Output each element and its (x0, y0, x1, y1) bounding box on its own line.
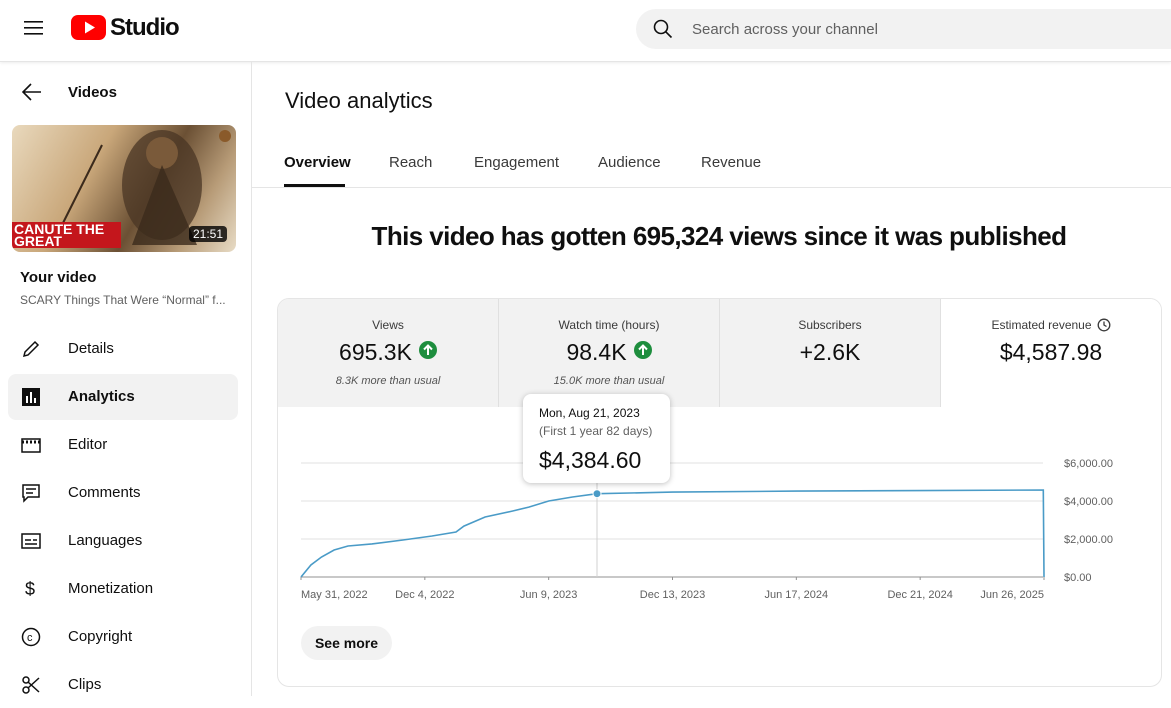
metric-tile[interactable]: Views 695.3K 8.3K more than usual (278, 299, 499, 407)
metric-tile[interactable]: Subscribers +2.6K (720, 299, 941, 407)
tab[interactable]: Audience (598, 154, 661, 171)
nav-item[interactable]: Clips (8, 662, 238, 708)
trend-up-icon (418, 341, 437, 359)
x-tick-label: Dec 21, 2024 (887, 589, 952, 601)
metric-label: Views (278, 318, 498, 332)
nav-icon (22, 388, 40, 406)
metric-value: 98.4K (499, 339, 719, 366)
nav-item[interactable]: Comments (8, 470, 238, 516)
metric-tile[interactable]: Watch time (hours) 98.4K 15.0K more than u… (499, 299, 720, 407)
nav-label: Copyright (68, 628, 133, 645)
nav-item[interactable]: Details (8, 326, 238, 372)
metric-label: Subscribers (720, 318, 940, 332)
nav-icon (22, 676, 40, 694)
search-icon (653, 19, 673, 39)
svg-text:$: $ (25, 579, 35, 599)
top-bar: Studio Search across your channel (0, 0, 1171, 62)
thumbnail-text: CANUTE THE GREAT (12, 222, 121, 248)
headline: This video has gotten 695,324 views sinc… (371, 221, 1067, 251)
tab[interactable]: Overview (284, 154, 351, 171)
video-title: SCARY Things That Were “Normal” f... (20, 293, 226, 307)
info-icon (1097, 318, 1110, 332)
metric-note: 15.0K more than usual (553, 375, 665, 387)
nav-item[interactable]: $ Monetization (8, 566, 238, 612)
video-thumbnail[interactable]: CANUTE THE GREAT 21:51 (12, 125, 236, 252)
tab-divider (252, 187, 1171, 188)
nav-label: Monetization (68, 580, 154, 597)
metric-value-text: 695.3K (339, 339, 412, 365)
nav-label: Languages (68, 532, 143, 549)
metric-note: 8.3K more than usual (335, 375, 441, 387)
nav-item[interactable]: Analytics (8, 374, 238, 420)
y-tick-label: $0.00 (1064, 572, 1092, 584)
metric-label-text: Estimated revenue (991, 318, 1092, 332)
hover-point (592, 489, 602, 499)
tab[interactable]: Revenue (701, 154, 762, 171)
video-duration: 21:51 (189, 226, 228, 242)
nav-icon (21, 438, 41, 453)
logo-text[interactable]: Studio (110, 14, 180, 41)
metric-value-text: $4,587.98 (999, 339, 1103, 365)
search-placeholder: Search across your channel (692, 21, 878, 38)
nav-icon (22, 484, 40, 503)
svg-text:c: c (27, 632, 33, 644)
x-tick-label: Dec 4, 2022 (395, 589, 454, 601)
metric-label-text: Subscribers (798, 318, 862, 332)
nav-label: Comments (68, 484, 141, 501)
revenue-line (300, 489, 1045, 578)
y-tick-label: $4,000.00 (1064, 496, 1113, 508)
tab-underline (284, 184, 345, 187)
x-tick-label: Jun 26, 2025 (980, 589, 1044, 601)
tooltip-note: (First 1 year 82 days) (539, 424, 653, 438)
metrics-card: Views 695.3K 8.3K more than usual Watch tim… (277, 298, 1162, 687)
page-title: Video analytics (285, 88, 433, 113)
chart-tooltip: Mon, Aug 21, 2023 (First 1 year 82 days)… (523, 394, 670, 483)
metric-tile[interactable]: Estimated revenue $4,587.98 (941, 299, 1161, 407)
nav-icon (21, 533, 41, 549)
metric-value-text: +2.6K (799, 339, 861, 365)
x-tick-label: Dec 13, 2023 (640, 589, 705, 601)
x-tick-label: May 31, 2022 (301, 589, 368, 601)
trend-up-icon (633, 341, 652, 359)
tooltip-date: Mon, Aug 21, 2023 (539, 406, 640, 420)
nav-label: Analytics (68, 388, 135, 405)
nav-icon (22, 340, 40, 358)
nav-label: Details (68, 340, 114, 357)
metric-label-text: Views (372, 318, 404, 332)
metric-value: $4,587.98 (941, 339, 1161, 366)
x-tick-label: Jun 9, 2023 (520, 589, 578, 601)
see-more-button[interactable]: See more (301, 626, 392, 660)
nav-label: Clips (68, 676, 102, 693)
nav-item[interactable]: Editor (8, 422, 238, 468)
tab[interactable]: Engagement (474, 154, 560, 171)
menu-button[interactable] (24, 19, 44, 37)
metric-label: Watch time (hours) (499, 318, 719, 332)
tooltip-value: $4,384.60 (539, 447, 642, 473)
y-tick-label: $6,000.00 (1064, 458, 1113, 470)
nav-icon: $ (25, 579, 35, 599)
back-label[interactable]: Videos (68, 84, 117, 101)
metric-value: 695.3K (278, 339, 498, 366)
nav-item[interactable]: Languages (8, 518, 238, 564)
metric-value: +2.6K (720, 339, 940, 366)
your-video-label: Your video (20, 269, 97, 286)
search-box[interactable]: Search across your channel (636, 9, 1171, 49)
metric-value-text: 98.4K (566, 339, 627, 365)
y-tick-label: $2,000.00 (1064, 534, 1113, 546)
x-tick-label: Jun 17, 2024 (765, 589, 829, 601)
metric-label-text: Watch time (hours) (558, 318, 660, 332)
nav-label: Editor (68, 436, 108, 453)
sidebar: Videos CANUTE THE GREAT 21:51 Your video… (0, 62, 252, 696)
logo-icon[interactable] (71, 14, 107, 41)
metric-label: Estimated revenue (941, 318, 1161, 332)
nav-icon: c (21, 627, 41, 647)
back-arrow[interactable] (22, 83, 42, 101)
thumbnail-art (51, 130, 231, 246)
nav-item[interactable]: c Copyright (8, 614, 238, 660)
tab[interactable]: Reach (389, 154, 433, 171)
